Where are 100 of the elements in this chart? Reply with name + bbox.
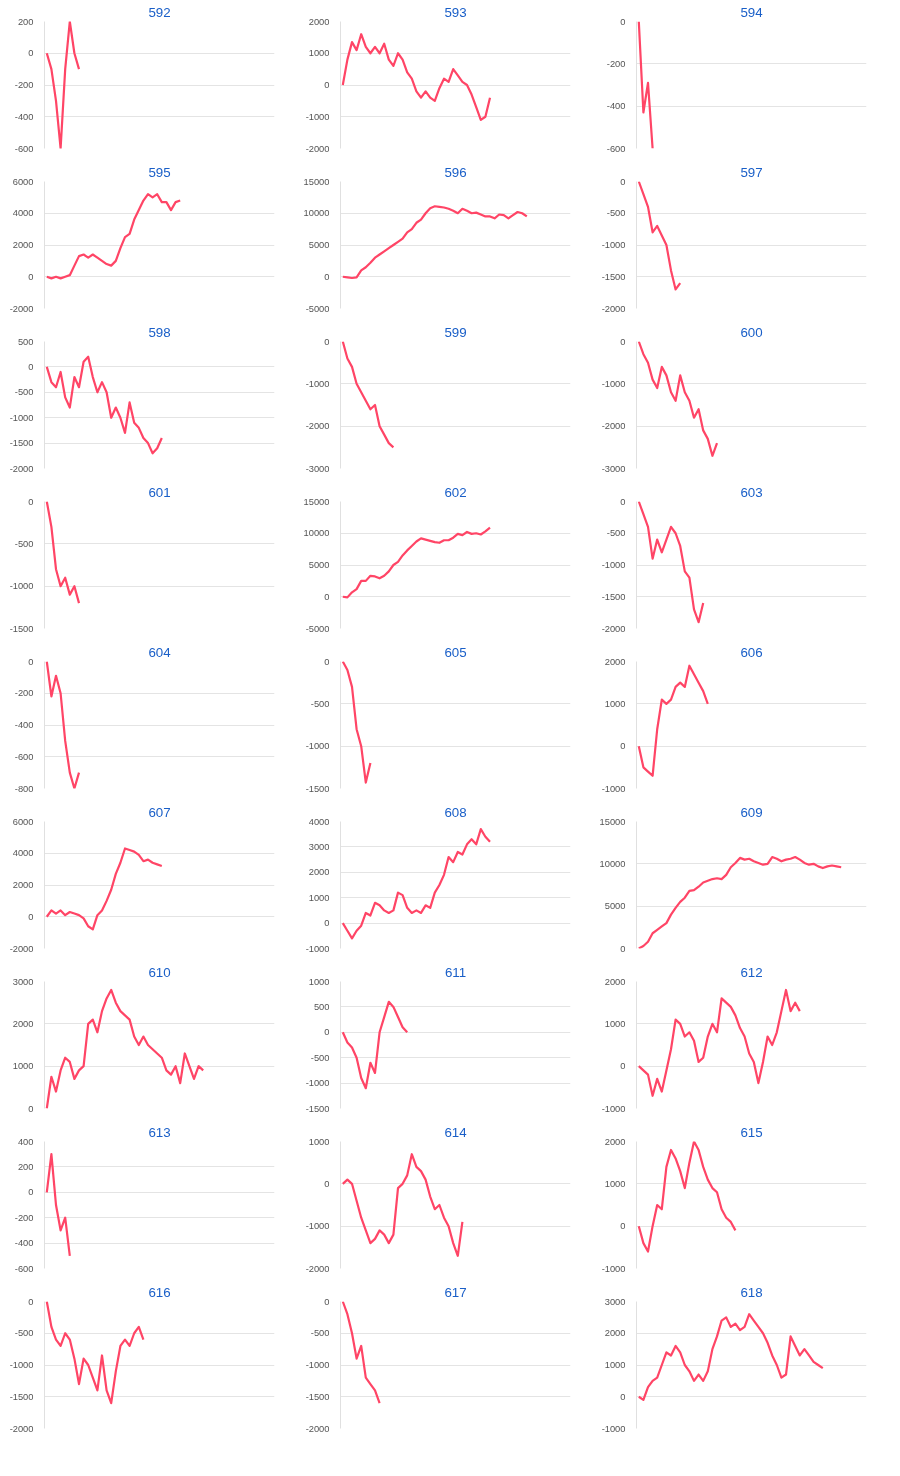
y-tick-label: -2000 xyxy=(9,943,34,954)
y-tick-label: 0 xyxy=(28,1103,34,1114)
y-tick-label: 2000 xyxy=(308,16,330,27)
y-tick-label: 1000 xyxy=(308,976,330,987)
y-tick-label: 5000 xyxy=(308,240,330,250)
y-tick-label: -5000 xyxy=(305,623,330,634)
y-tick-label: -800 xyxy=(14,783,34,794)
y-tick-label: 3000 xyxy=(604,1296,626,1307)
chart-title: 600 xyxy=(740,324,763,340)
y-tick-label: -1000 xyxy=(601,1423,626,1434)
y-tick-label: -1000 xyxy=(9,1360,34,1370)
y-tick-label: 1000 xyxy=(604,1178,626,1189)
y-tick-label: 0 xyxy=(324,1178,330,1189)
y-tick-label: 0 xyxy=(324,336,330,347)
y-tick-label: 0 xyxy=(324,918,330,929)
y-tick-label: 1000 xyxy=(308,892,330,903)
y-tick-label: 0 xyxy=(28,1187,34,1198)
y-tick-label: 1000 xyxy=(308,48,330,59)
y-tick-label: 1000 xyxy=(308,1136,330,1147)
y-tick-label: -600 xyxy=(606,143,626,154)
chart-title: 597 xyxy=(740,164,763,180)
chart-title: 614 xyxy=(444,1124,468,1140)
y-tick-label: 15000 xyxy=(599,816,626,827)
y-tick-label: 0 xyxy=(620,16,626,27)
chart-title: 603 xyxy=(740,484,763,500)
y-tick-label: 1000 xyxy=(604,1360,626,1370)
y-tick-label: 2000 xyxy=(308,867,330,878)
y-tick-label: 2000 xyxy=(604,656,626,667)
chart-title: 609 xyxy=(740,804,763,820)
y-tick-label: 0 xyxy=(620,176,626,187)
chart-title: 601 xyxy=(148,484,171,500)
y-tick-label: -600 xyxy=(14,1263,34,1274)
y-tick-label: 0 xyxy=(324,591,330,602)
y-tick-label: -1000 xyxy=(601,1263,626,1274)
y-tick-label: -2000 xyxy=(9,303,34,314)
y-tick-label: 15000 xyxy=(303,496,330,507)
y-tick-label: -500 xyxy=(14,538,34,549)
y-tick-label: -1500 xyxy=(305,1391,330,1402)
y-tick-label: -1000 xyxy=(601,240,626,250)
y-tick-label: -400 xyxy=(14,1238,34,1249)
chart-title: 605 xyxy=(444,644,467,660)
y-tick-label: -500 xyxy=(310,698,330,709)
y-tick-label: 0 xyxy=(324,1296,330,1307)
y-tick-label: -500 xyxy=(606,208,626,219)
y-tick-label: -1500 xyxy=(9,438,34,449)
y-tick-label: 15000 xyxy=(303,176,330,187)
chart-title: 613 xyxy=(148,1124,171,1140)
chart-title: 598 xyxy=(148,324,171,340)
y-tick-label: 0 xyxy=(28,911,34,922)
y-tick-label: 0 xyxy=(28,271,34,282)
y-tick-label: -1000 xyxy=(601,378,626,389)
y-tick-label: 2000 xyxy=(12,240,34,250)
chart-title: 616 xyxy=(148,1284,171,1300)
y-tick-label: 0 xyxy=(620,1061,626,1072)
y-tick-label: -200 xyxy=(14,80,34,90)
y-tick-label: 6000 xyxy=(12,816,34,827)
y-tick-label: 0 xyxy=(324,656,330,667)
y-tick-label: 500 xyxy=(313,1001,330,1012)
chart-title: 618 xyxy=(740,1284,763,1300)
chart-title: 595 xyxy=(148,164,171,180)
y-tick-label: -1500 xyxy=(601,271,626,282)
chart-title: 617 xyxy=(444,1284,467,1300)
y-tick-label: 0 xyxy=(620,496,626,507)
chart-title: 593 xyxy=(444,4,467,20)
y-tick-label: -500 xyxy=(14,387,34,398)
y-tick-label: -600 xyxy=(14,751,34,762)
chart-title: 604 xyxy=(148,644,172,660)
chart-title: 607 xyxy=(148,804,171,820)
y-tick-label: 1000 xyxy=(12,1061,34,1072)
y-tick-label: 0 xyxy=(28,496,34,507)
y-tick-label: -500 xyxy=(606,528,626,539)
y-tick-label: 0 xyxy=(620,1221,626,1232)
y-tick-label: 3000 xyxy=(308,841,330,852)
y-tick-label: 2000 xyxy=(604,1136,626,1147)
y-tick-label: -1500 xyxy=(9,623,34,634)
y-tick-label: -2000 xyxy=(9,1423,34,1434)
y-tick-label: -600 xyxy=(14,143,34,154)
y-tick-label: 0 xyxy=(620,336,626,347)
y-tick-label: 0 xyxy=(620,741,626,752)
chart-title: 610 xyxy=(148,964,171,980)
y-tick-label: -1000 xyxy=(305,378,330,389)
y-tick-label: 0 xyxy=(324,80,330,90)
y-tick-label: -1500 xyxy=(9,1391,34,1402)
y-tick-label: -2000 xyxy=(305,1423,330,1434)
y-tick-label: 400 xyxy=(17,1136,34,1147)
y-tick-label: -1000 xyxy=(305,943,330,954)
chart-title: 599 xyxy=(444,324,467,340)
y-tick-label: 0 xyxy=(28,1296,34,1307)
y-tick-label: -500 xyxy=(310,1052,330,1063)
y-tick-label: -400 xyxy=(14,111,34,122)
chart-title: 594 xyxy=(740,4,764,20)
y-tick-label: -2000 xyxy=(601,303,626,314)
y-tick-label: -1000 xyxy=(305,1360,330,1370)
y-tick-label: -1000 xyxy=(305,111,330,122)
y-tick-label: 2000 xyxy=(604,976,626,987)
y-tick-label: 5000 xyxy=(604,901,626,912)
y-tick-label: 200 xyxy=(17,16,34,27)
chart-title: 592 xyxy=(148,4,171,20)
y-tick-label: -500 xyxy=(310,1328,330,1339)
y-tick-label: -1500 xyxy=(305,783,330,794)
